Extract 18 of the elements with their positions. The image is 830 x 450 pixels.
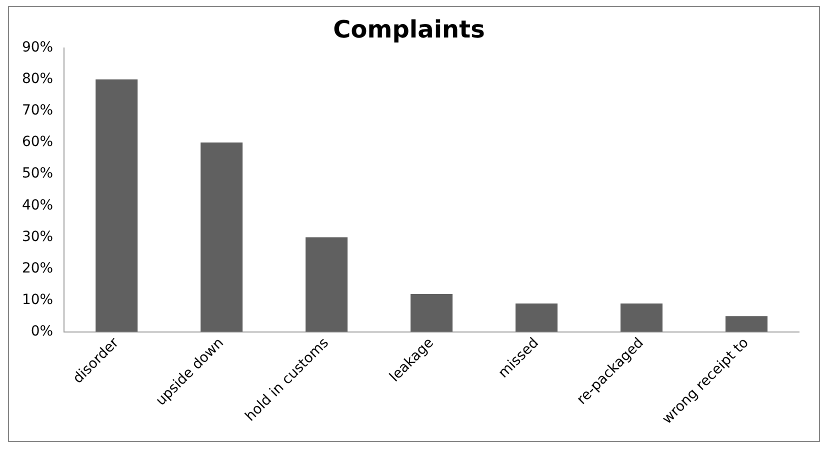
y-tick-label: 80% — [22, 71, 54, 88]
y-tick-label: 30% — [22, 228, 54, 245]
bar — [96, 79, 138, 332]
y-tick-label: 70% — [22, 102, 54, 119]
bar — [516, 304, 558, 332]
bar — [620, 304, 663, 332]
y-tick-label: 50% — [22, 166, 54, 182]
bar — [200, 142, 243, 332]
y-tick-label: 40% — [22, 197, 54, 214]
bar — [410, 294, 453, 332]
y-tick-label: 60% — [22, 134, 54, 150]
y-tick-label: 90% — [22, 39, 54, 56]
bar — [726, 316, 768, 332]
bar — [306, 237, 348, 332]
y-tick-label: 20% — [22, 260, 54, 276]
chart-title: Complaints — [333, 16, 485, 44]
y-tick-label: 10% — [22, 292, 54, 308]
y-tick-label: 0% — [30, 324, 54, 340]
